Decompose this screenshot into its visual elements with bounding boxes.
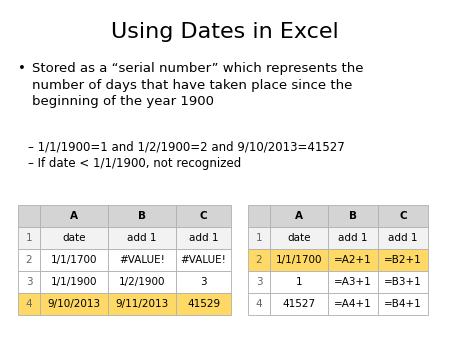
- Bar: [378, 205, 428, 227]
- Text: add 1: add 1: [388, 233, 418, 243]
- Text: =B3+1: =B3+1: [384, 277, 422, 287]
- Bar: [176, 293, 231, 315]
- Bar: [378, 227, 428, 249]
- Bar: [18, 205, 40, 227]
- Text: 41529: 41529: [187, 299, 220, 309]
- Text: C: C: [399, 211, 407, 221]
- Text: 41527: 41527: [283, 299, 315, 309]
- Bar: [270, 271, 328, 293]
- Text: #VALUE!: #VALUE!: [119, 255, 165, 265]
- Text: =A4+1: =A4+1: [334, 299, 372, 309]
- Text: 1: 1: [26, 233, 32, 243]
- Text: date: date: [287, 233, 311, 243]
- Bar: [176, 271, 231, 293]
- Text: date: date: [62, 233, 86, 243]
- Text: 2: 2: [256, 255, 262, 265]
- Text: B: B: [349, 211, 357, 221]
- Text: – 1/1/1900=1 and 1/2/1900=2 and 9/10/2013=41527: – 1/1/1900=1 and 1/2/1900=2 and 9/10/201…: [28, 140, 345, 153]
- Bar: [18, 249, 40, 271]
- Bar: [176, 205, 231, 227]
- Bar: [40, 227, 108, 249]
- Text: Using Dates in Excel: Using Dates in Excel: [111, 22, 339, 42]
- Bar: [328, 249, 378, 271]
- Text: add 1: add 1: [127, 233, 157, 243]
- Bar: [248, 271, 270, 293]
- Bar: [378, 293, 428, 315]
- Bar: [108, 227, 176, 249]
- Text: 1/1/1700: 1/1/1700: [276, 255, 322, 265]
- Text: 1: 1: [256, 233, 262, 243]
- Text: #VALUE!: #VALUE!: [180, 255, 226, 265]
- Text: •: •: [18, 62, 26, 75]
- Text: A: A: [295, 211, 303, 221]
- Bar: [40, 249, 108, 271]
- Bar: [40, 271, 108, 293]
- Text: 1: 1: [296, 277, 302, 287]
- Bar: [270, 227, 328, 249]
- Text: 1/1/1900: 1/1/1900: [51, 277, 97, 287]
- Bar: [108, 205, 176, 227]
- Text: 3: 3: [26, 277, 32, 287]
- Bar: [18, 271, 40, 293]
- Bar: [40, 293, 108, 315]
- Text: 3: 3: [256, 277, 262, 287]
- Text: add 1: add 1: [338, 233, 368, 243]
- Bar: [248, 293, 270, 315]
- Text: Stored as a “serial number” which represents the
number of days that have taken : Stored as a “serial number” which repres…: [32, 62, 364, 108]
- Bar: [328, 205, 378, 227]
- Bar: [248, 249, 270, 271]
- Bar: [378, 249, 428, 271]
- Text: 2: 2: [26, 255, 32, 265]
- Bar: [108, 271, 176, 293]
- Bar: [270, 205, 328, 227]
- Bar: [248, 227, 270, 249]
- Text: =A3+1: =A3+1: [334, 277, 372, 287]
- Bar: [328, 271, 378, 293]
- Text: 4: 4: [26, 299, 32, 309]
- Bar: [18, 227, 40, 249]
- Text: C: C: [200, 211, 207, 221]
- Bar: [176, 249, 231, 271]
- Text: 4: 4: [256, 299, 262, 309]
- Bar: [328, 293, 378, 315]
- Text: =B2+1: =B2+1: [384, 255, 422, 265]
- Bar: [108, 249, 176, 271]
- Text: 9/11/2013: 9/11/2013: [115, 299, 169, 309]
- Text: 3: 3: [200, 277, 207, 287]
- Text: =A2+1: =A2+1: [334, 255, 372, 265]
- Bar: [270, 293, 328, 315]
- Bar: [328, 227, 378, 249]
- Bar: [18, 293, 40, 315]
- Text: add 1: add 1: [189, 233, 218, 243]
- Bar: [40, 205, 108, 227]
- Text: =B4+1: =B4+1: [384, 299, 422, 309]
- Text: 9/10/2013: 9/10/2013: [47, 299, 100, 309]
- Text: 1/2/1900: 1/2/1900: [119, 277, 165, 287]
- Bar: [270, 249, 328, 271]
- Bar: [378, 271, 428, 293]
- Text: A: A: [70, 211, 78, 221]
- Bar: [176, 227, 231, 249]
- Text: B: B: [138, 211, 146, 221]
- Text: – If date < 1/1/1900, not recognized: – If date < 1/1/1900, not recognized: [28, 157, 241, 170]
- Text: 1/1/1700: 1/1/1700: [51, 255, 97, 265]
- Bar: [108, 293, 176, 315]
- Bar: [248, 205, 270, 227]
